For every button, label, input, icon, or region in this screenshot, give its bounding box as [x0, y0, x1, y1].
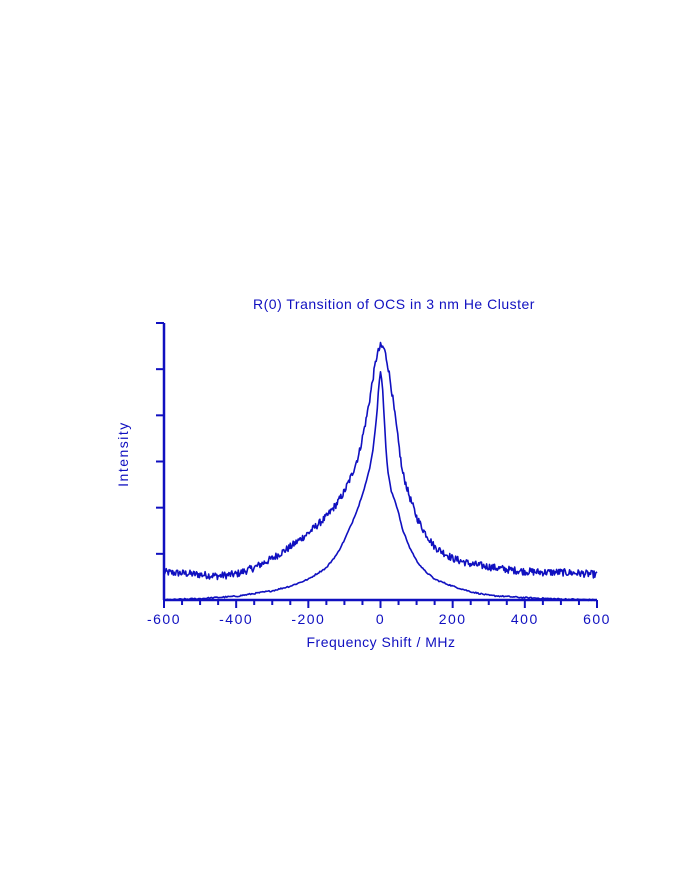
x-axis-label: Frequency Shift / MHz: [307, 634, 456, 650]
x-tick-label: -600: [147, 611, 181, 627]
x-tick-label: 600: [583, 611, 611, 627]
y-axis-label: Intensity: [115, 421, 131, 487]
chart-title: R(0) Transition of OCS in 3 nm He Cluste…: [253, 296, 535, 312]
x-tick-label: 400: [511, 611, 539, 627]
x-tick-label: -200: [291, 611, 325, 627]
x-tick-label: 0: [376, 611, 385, 627]
series-layer: [163, 341, 598, 602]
axes: [156, 322, 598, 608]
x-tick-label: -400: [219, 611, 253, 627]
series-line-2: [163, 371, 598, 602]
x-tick-label: 200: [439, 611, 467, 627]
series-line-1: [163, 341, 598, 581]
x-tick-labels: -600 -400 -200 0 200 400 600: [147, 611, 611, 627]
